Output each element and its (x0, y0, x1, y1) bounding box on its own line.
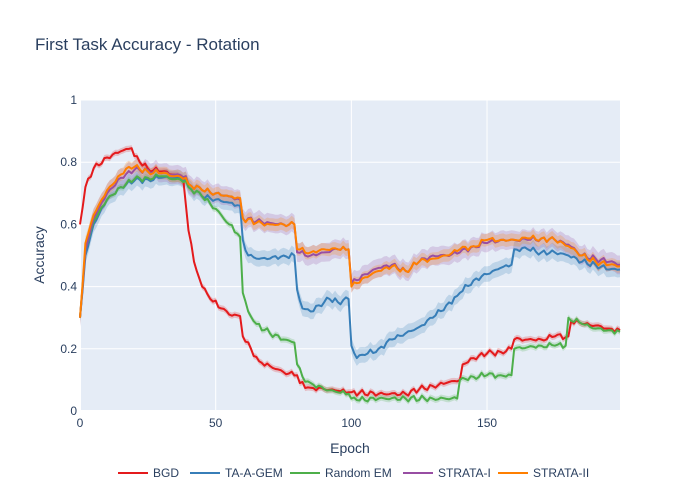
x-tick-label: 50 (209, 416, 223, 430)
legend-item-bgd[interactable]: BGD (118, 466, 179, 480)
grid-lines (79, 99, 620, 412)
y-tick-label: 0.8 (60, 155, 77, 169)
legend-label: Random EM (325, 466, 392, 480)
y-tick-label: 0 (70, 404, 77, 418)
x-tick-label: 150 (477, 416, 497, 430)
legend-label: STRATA-II (533, 466, 589, 480)
line-strata-ii (79, 164, 621, 318)
legend-item-random-em[interactable]: Random EM (290, 466, 392, 480)
y-axis-title: Accuracy (31, 226, 47, 284)
legend-item-ta-a-gem[interactable]: TA-A-GEM (190, 466, 283, 480)
legend-label: BGD (153, 466, 179, 480)
chart-title: First Task Accuracy - Rotation (35, 35, 260, 54)
y-tick-label: 0.2 (60, 342, 77, 356)
y-tick-label: 0.6 (60, 217, 77, 231)
y-tick-labels: 0 0.2 0.4 0.6 0.8 1 (60, 93, 77, 418)
band-strata-ii (80, 158, 620, 324)
x-tick-label: 0 (77, 416, 84, 430)
legend-item-strata-i[interactable]: STRATA-I (403, 466, 491, 480)
x-axis-title: Epoch (330, 440, 370, 456)
series-lines (79, 147, 621, 403)
y-tick-label: 0.4 (60, 280, 77, 294)
legend-label: STRATA-I (438, 466, 491, 480)
legend-label: TA-A-GEM (225, 466, 283, 480)
line-random-em (79, 173, 621, 403)
x-tick-label: 100 (341, 416, 361, 430)
legend-item-strata-ii[interactable]: STRATA-II (498, 466, 589, 480)
legend[interactable]: BGD TA-A-GEM Random EM STRATA-I STRATA-II (118, 466, 589, 480)
x-tick-labels: 0 50 100 150 (77, 416, 498, 430)
y-tick-label: 1 (70, 93, 77, 107)
